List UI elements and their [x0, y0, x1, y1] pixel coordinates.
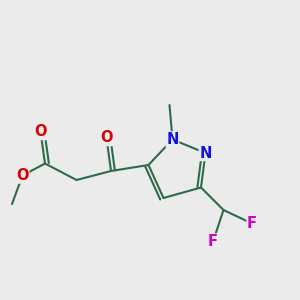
Text: N: N	[199, 146, 212, 160]
Text: F: F	[247, 216, 257, 231]
Text: F: F	[208, 234, 218, 249]
Text: N: N	[166, 132, 179, 147]
Text: O: O	[100, 130, 113, 146]
Text: O: O	[16, 168, 29, 183]
Text: O: O	[34, 124, 47, 140]
